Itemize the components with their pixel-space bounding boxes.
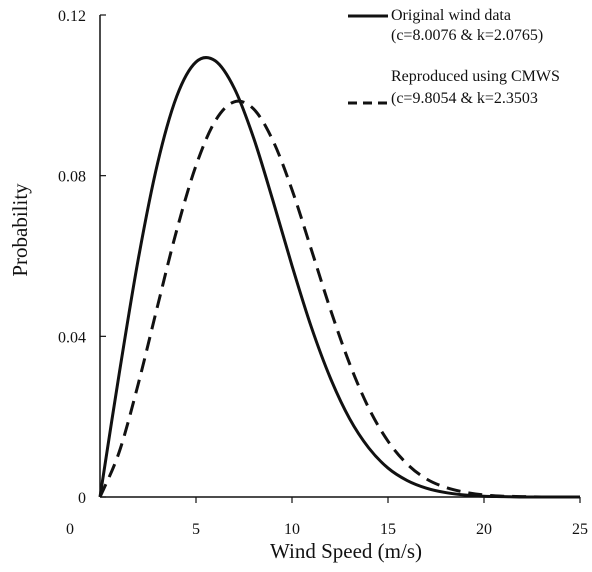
- x-tick-label: 20: [476, 521, 492, 538]
- x-tick-label: 25: [572, 521, 588, 538]
- y-tick-label: 0.04: [58, 329, 86, 346]
- x-tick-label: 15: [380, 521, 396, 538]
- y-tick-label: 0.08: [58, 169, 86, 186]
- legend: Original wind data (c=8.0076 & k=2.0765)…: [348, 7, 560, 107]
- tick-labels: 0 0.04 0.08 0.12 0 5 10 15 20 25: [58, 8, 588, 538]
- axes: [99, 14, 581, 503]
- y-axis-title: Probability: [8, 183, 32, 277]
- series-line-1: [98, 56, 581, 499]
- legend-series-2-name: Reproduced using CMWS: [391, 68, 560, 85]
- plot-area: [98, 56, 581, 499]
- x-tick-label: 10: [284, 521, 300, 538]
- legend-series-2-params: (c=9.8054 & k=2.3503: [391, 90, 538, 107]
- x-axis-title: Wind Speed (m/s): [270, 539, 422, 563]
- x-tick-label: 5: [192, 521, 200, 538]
- legend-series-1-name: Original wind data: [391, 7, 511, 24]
- series-line-2: [98, 99, 581, 499]
- x-tick-label: 0: [66, 521, 74, 538]
- legend-series-1-params: (c=8.0076 & k=2.0765): [391, 27, 543, 44]
- y-tick-label: 0.12: [58, 8, 86, 25]
- y-tick-label: 0: [78, 490, 86, 507]
